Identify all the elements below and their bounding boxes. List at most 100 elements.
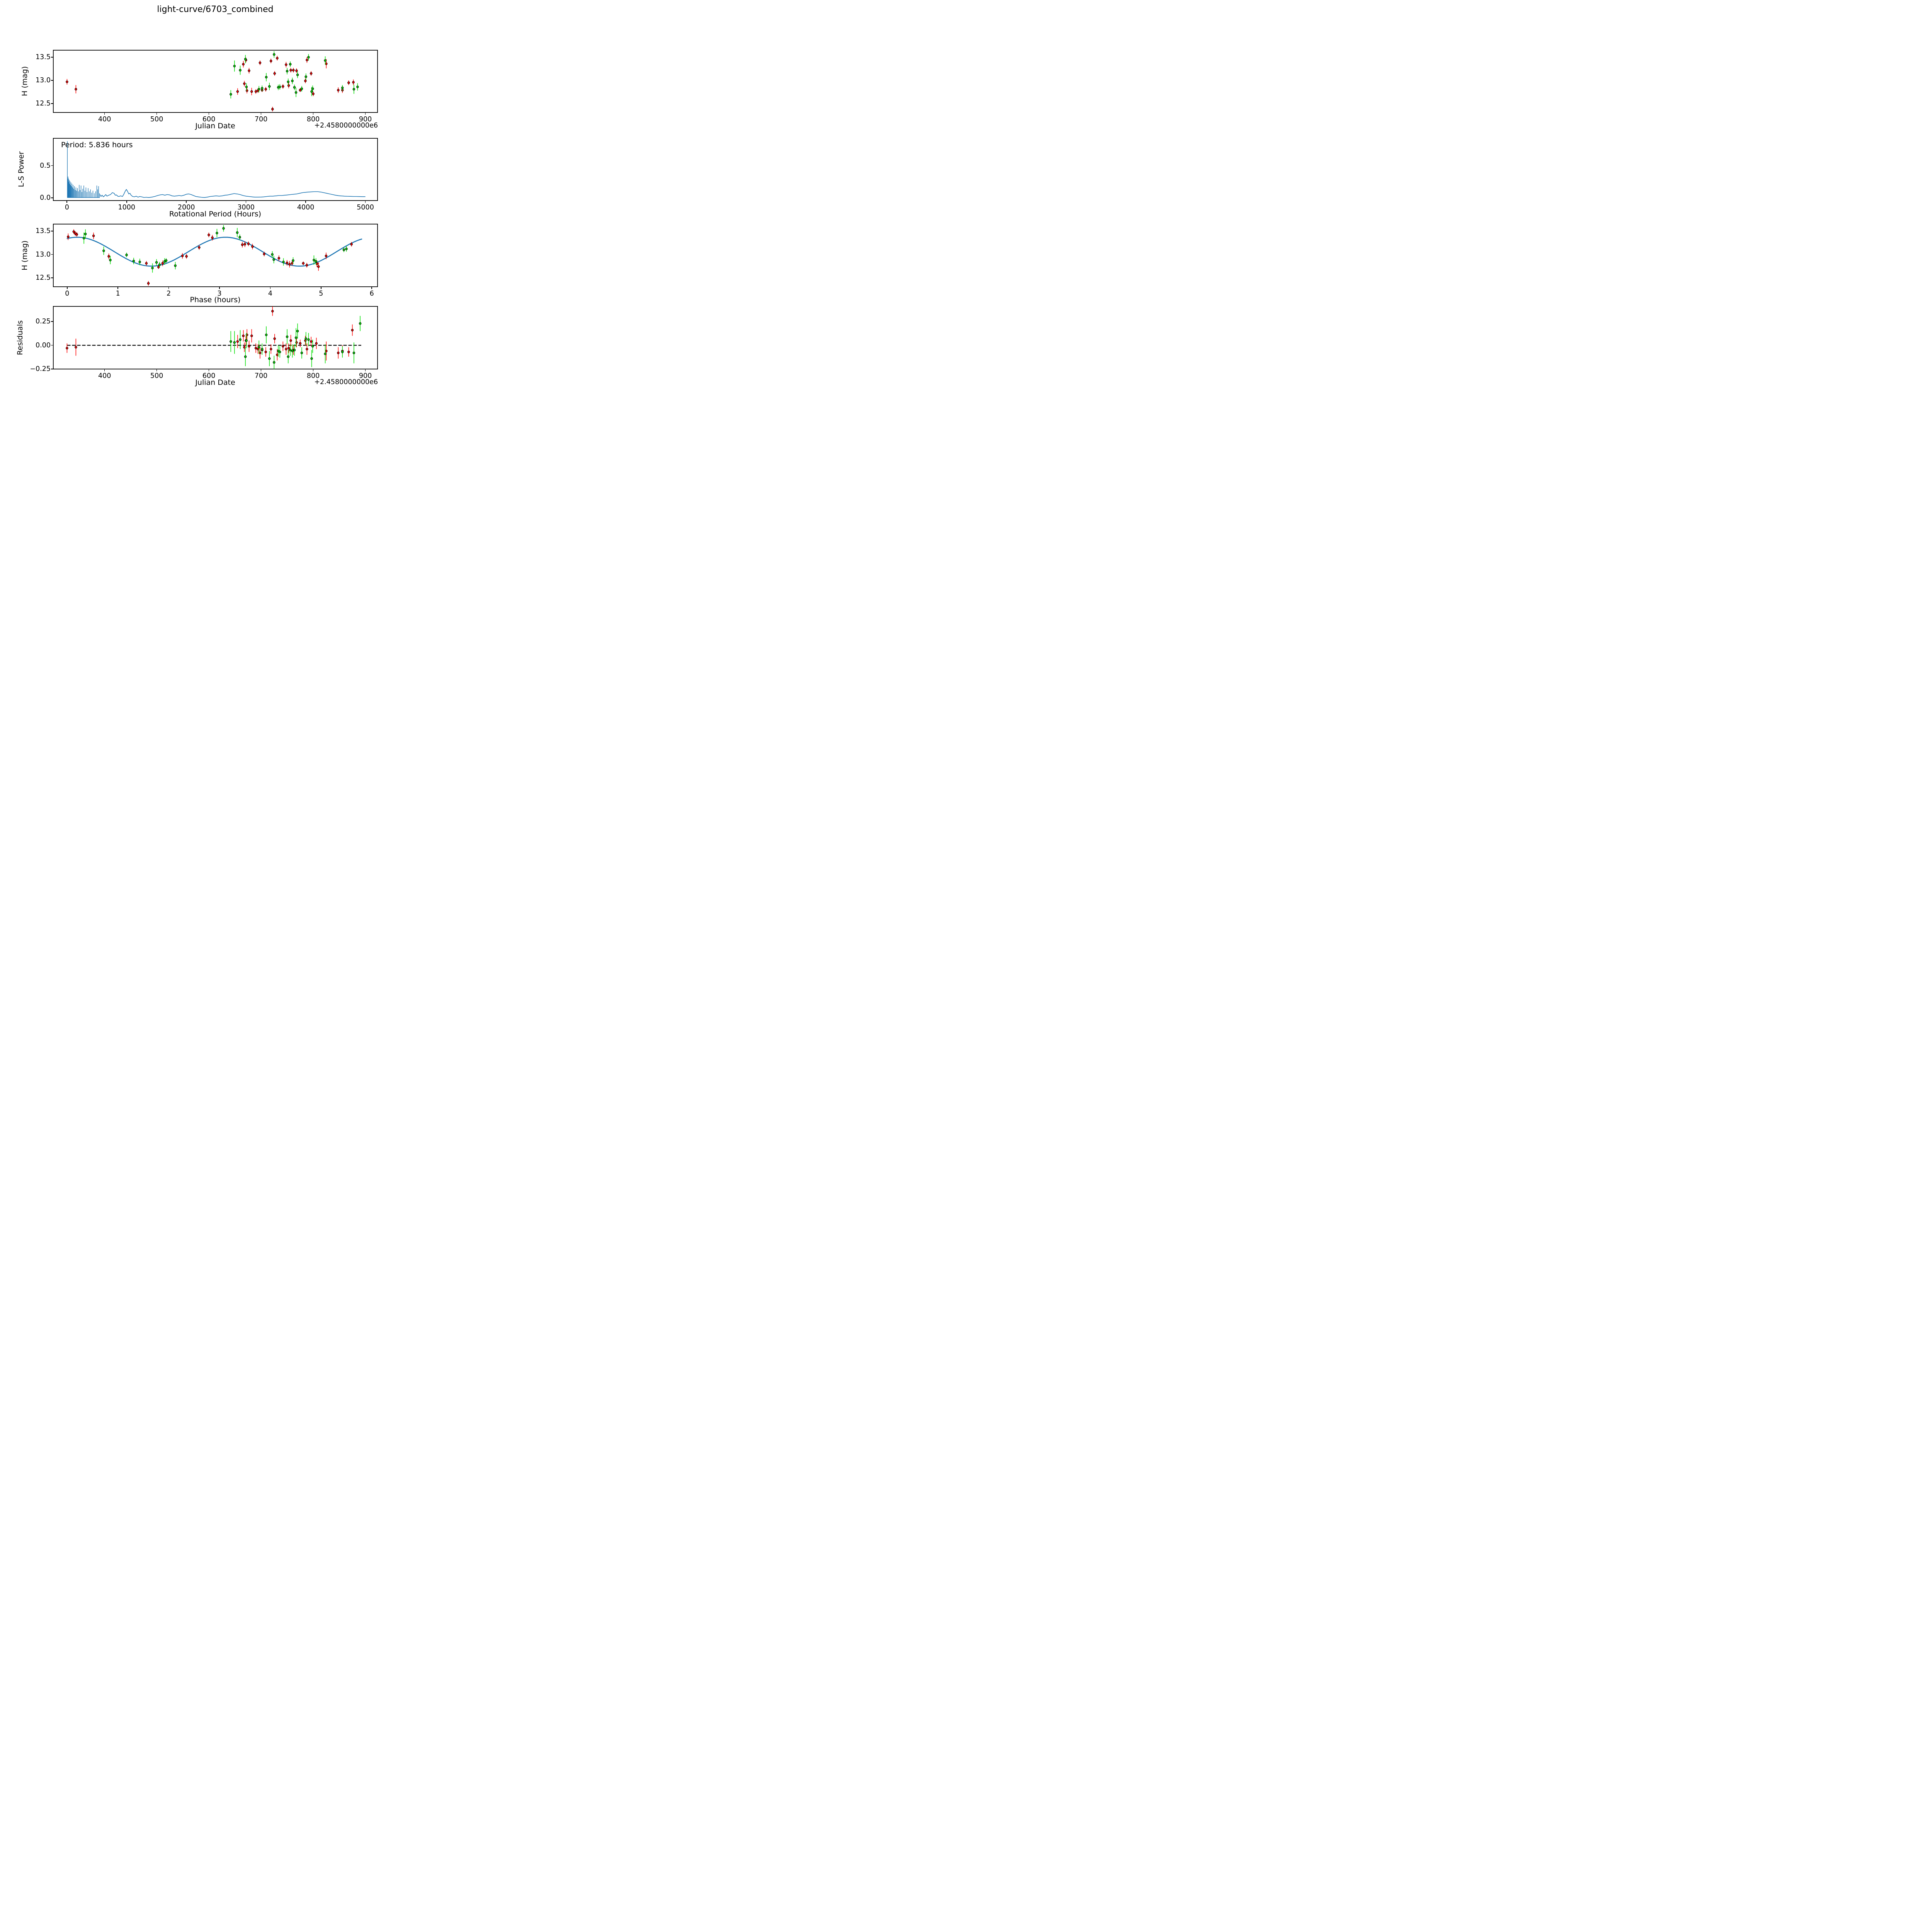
residuals-point-green: [352, 352, 355, 354]
residuals-xtick-label-600: 600: [202, 372, 216, 380]
residuals-axis-offset-text: +2.4580000000e6: [314, 378, 378, 386]
phased-point-green: [155, 261, 158, 264]
residuals-point-green: [359, 322, 362, 325]
residuals-xtick-label-500: 500: [150, 372, 163, 380]
phased-point-green: [342, 248, 345, 251]
phase-fit-curve: [66, 236, 362, 267]
lightcurve-point-green: [244, 58, 247, 61]
lightcurve-x-axis-label: Julian Date: [195, 122, 235, 130]
residuals-point-red: [337, 352, 340, 354]
residuals-ytick-mark-0.00: [51, 345, 53, 346]
residuals-point-green: [245, 339, 248, 342]
lightcurve-point-red: [270, 60, 272, 63]
phased-point-red: [317, 265, 320, 268]
residuals-xtick-mark-900: [365, 369, 366, 371]
phased-point-red: [288, 263, 291, 266]
phased-xtick-label-4: 4: [268, 290, 272, 298]
lightcurve-point-red: [352, 81, 355, 84]
lightcurve-point-red: [254, 90, 257, 93]
lightcurve-point-red: [292, 69, 295, 71]
phased-point-red: [145, 262, 148, 265]
residuals-point-green: [273, 361, 276, 364]
phased-point-red: [161, 262, 164, 265]
residuals-ytick-label-0.00: 0.00: [36, 341, 51, 349]
residuals-point-green: [310, 357, 313, 360]
phased-xtick-mark-0: [66, 287, 68, 289]
phased-ytick-mark-12.5: [51, 277, 53, 278]
lightcurve-xtick-mark-500: [156, 113, 157, 115]
lightcurve-point-red: [75, 88, 77, 91]
periodogram-xtick-label-2000: 2000: [177, 204, 195, 211]
residuals-point-red: [287, 347, 290, 350]
phased-point-green: [109, 259, 112, 262]
lightcurve-point-red: [347, 81, 350, 84]
periodogram-xtick-label-1000: 1000: [118, 204, 136, 211]
lightcurve-point-red: [248, 69, 250, 72]
lightcurve-point-red: [325, 62, 328, 65]
phased-point-red: [207, 233, 210, 236]
phased-point-red: [277, 257, 281, 260]
phased-point-green: [216, 231, 218, 235]
phased-plot-canvas: [53, 223, 378, 287]
residuals-point-green: [261, 348, 264, 350]
periodogram-xtick-label-5000: 5000: [357, 204, 374, 211]
residuals-point-red: [248, 345, 250, 348]
lightcurve-point-red: [259, 61, 262, 64]
phased-xtick-mark-4: [270, 287, 271, 289]
lightcurve-ytick-label-13.0: 13.0: [36, 77, 51, 85]
phased-point-green: [292, 259, 294, 262]
residuals-point-green: [265, 333, 268, 336]
figure-title: light-curve/6703_combined: [157, 5, 274, 14]
phased-point-red: [92, 235, 95, 237]
lightcurve-point-green: [265, 76, 268, 78]
residuals-point-red: [310, 340, 313, 343]
lightcurve-point-red: [295, 69, 298, 72]
phased-point-red: [350, 243, 353, 246]
residuals-xtick-label-900: 900: [359, 372, 372, 380]
phased-point-green: [151, 267, 154, 269]
phased-point-red: [251, 245, 254, 248]
residuals-point-red: [325, 350, 328, 352]
lightcurve-xtick-label-400: 400: [98, 116, 111, 123]
lightcurve-xtick-label-500: 500: [150, 116, 163, 123]
residuals-point-green: [324, 352, 327, 355]
residuals-xtick-mark-700: [260, 369, 262, 371]
residuals-point-red: [347, 350, 350, 354]
phased-point-red: [67, 235, 70, 238]
lightcurve-point-green: [289, 63, 292, 66]
periodogram-xtick-label-0: 0: [65, 204, 69, 211]
phased-point-green: [102, 249, 105, 252]
phased-xtick-mark-3: [219, 287, 220, 289]
residuals-plot-canvas: [53, 306, 378, 369]
lightcurve-point-red: [242, 63, 245, 66]
lightcurve-point-green: [257, 88, 260, 91]
periodogram-plot-canvas: [53, 138, 378, 201]
lightcurve-point-red: [310, 72, 313, 75]
residuals-point-green: [239, 338, 242, 341]
phased-xtick-label-6: 6: [369, 290, 374, 298]
lightcurve-point-green: [261, 87, 264, 90]
residuals-point-red: [75, 346, 77, 349]
periodogram-axes-box: [53, 138, 378, 201]
phased-ytick-mark-13.0: [51, 254, 53, 255]
lightcurve-point-red: [276, 57, 279, 60]
residuals-x-axis-label: Julian Date: [195, 378, 235, 387]
lightcurve-point-red: [337, 89, 340, 92]
periodogram-ytick-mark-0.5: [51, 165, 53, 166]
lightcurve-point-green: [311, 87, 314, 90]
phase-panel: [53, 223, 378, 287]
residuals-xtick-label-400: 400: [98, 372, 111, 380]
residuals-ytick-mark-0.25: [51, 321, 53, 322]
lightcurve-point-green: [287, 80, 290, 83]
residuals-point-green: [296, 330, 299, 333]
periodogram-x-axis-label: Rotational Period (Hours): [169, 210, 262, 218]
residuals-point-red: [250, 334, 253, 337]
lightcurve-point-green: [239, 69, 242, 71]
residuals-point-green: [268, 357, 271, 360]
residuals-ytick-label-−0.25: −0.25: [30, 365, 51, 373]
lightcurve-point-red: [243, 82, 246, 85]
residuals-xtick-label-700: 700: [254, 372, 268, 380]
phased-point-red: [263, 253, 265, 255]
lightcurve-point-green: [324, 59, 327, 62]
lightcurve-point-green: [278, 85, 281, 88]
